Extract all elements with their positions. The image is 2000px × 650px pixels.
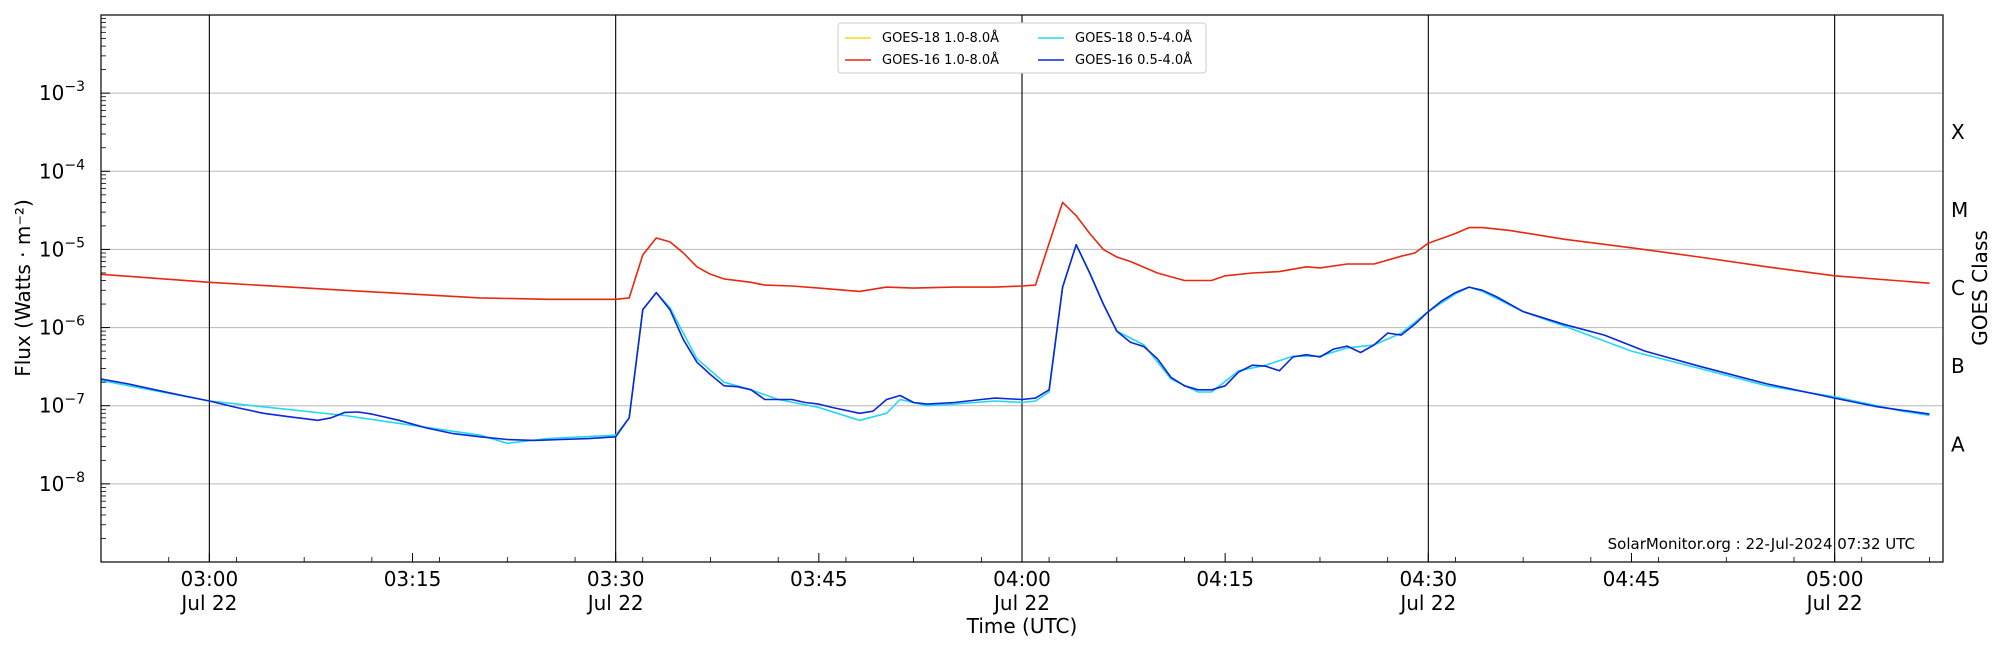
x-tick-date-label: Jul 22 [586,591,644,615]
x-tick-date-label: Jul 22 [1398,591,1456,615]
x-tick-label: 03:00 [181,567,239,591]
legend-label-goes18-long: GOES-18 1.0-8.0Å [882,30,999,46]
x-tick-label: 04:15 [1196,567,1254,591]
series-line-1 [100,201,1930,301]
x-tick-label: 04:00 [993,567,1051,591]
x-tick-label: 03:15 [384,567,442,591]
y-tick-label: 10−6 [39,314,85,340]
goes-class-label: A [1951,432,1965,456]
y-tick-label: 10−7 [39,392,85,418]
x-tick-label: 03:30 [587,567,645,591]
footer-credit: SolarMonitor.org : 22-Jul-2024 07:32 UTC [1608,535,1915,553]
x-tick-label: 05:00 [1806,567,1864,591]
goes-class-label: M [1951,198,1968,222]
legend-box [837,22,1207,74]
y2-axis-title: GOES Class [1968,230,1992,346]
x-tick-label: 04:30 [1400,567,1458,591]
y-tick-label: 10−4 [39,157,85,183]
legend-label-goes16-short: GOES-16 0.5-4.0Å [1075,52,1192,68]
x-tick-date-label: Jul 22 [179,591,237,615]
x-tick-label: 04:45 [1603,567,1661,591]
y-tick-label: 10−5 [39,235,85,261]
legend-label-goes18-short: GOES-18 0.5-4.0Å [1075,30,1192,46]
legend-label-goes16-long: GOES-16 1.0-8.0Å [882,52,999,68]
x-tick-label: 03:45 [790,567,848,591]
y-tick-label: 10−8 [39,470,85,496]
x-tick-date-label: Jul 22 [992,591,1050,615]
goes-class-label: X [1951,120,1965,144]
y-axis-title: Flux (Watts · m⁻²) [11,199,35,377]
x-axis-title: Time (UTC) [966,614,1078,638]
goes-class-label: C [1951,276,1965,300]
y-tick-label: 10−3 [39,79,85,105]
legend: GOES-18 1.0-8.0Å GOES-16 1.0-8.0Å GOES-1… [837,22,1207,74]
x-tick-date-label: Jul 22 [1805,591,1863,615]
series-line-3 [100,243,1930,442]
goes-class-label: B [1951,354,1965,378]
